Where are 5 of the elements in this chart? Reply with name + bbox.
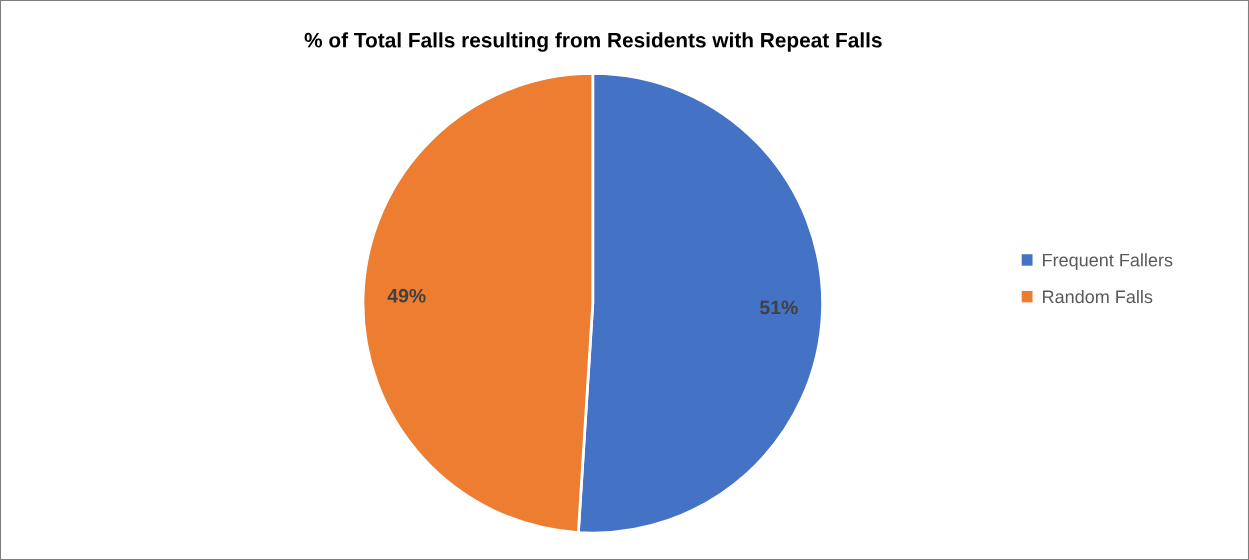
data-label: 51%: [759, 300, 798, 315]
chart-title: % of Total Falls resulting from Residents with Repeat Falls: [304, 32, 882, 52]
data-label: 49%: [387, 288, 426, 303]
legend-label: Frequent Fallers: [1043, 253, 1173, 271]
legend-label: Random Falls: [1043, 289, 1153, 304]
